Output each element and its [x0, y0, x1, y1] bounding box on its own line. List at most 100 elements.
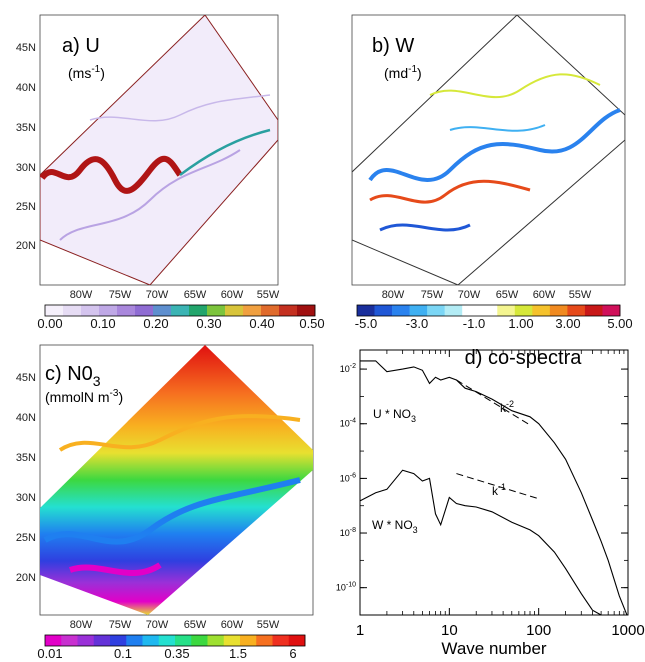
lon-tick: 60W — [221, 289, 244, 301]
colorbar-swatch — [63, 305, 82, 316]
colorbar-outline — [356, 304, 621, 317]
colorbar-swatch — [225, 305, 244, 316]
panel-c-domain — [40, 345, 313, 615]
lat-tick: 35N — [16, 452, 36, 464]
reference-line-k-1 — [456, 473, 539, 500]
colorbar-swatch — [126, 635, 143, 646]
colorbar-swatch — [272, 635, 290, 646]
lon-tick: 65W — [184, 619, 207, 631]
colorbar-a-labels: 0.00 0.10 0.20 0.30 0.40 0.50 — [37, 316, 324, 331]
panel-a-gulfstream — [40, 155, 183, 194]
colorbar-swatch — [142, 635, 160, 646]
panel-c-front — [43, 477, 301, 545]
lon-tick: 65W — [184, 289, 207, 301]
panel-a-eddies — [59, 149, 241, 241]
colorbar-swatch — [256, 635, 273, 646]
panel-c-front-3 — [69, 562, 162, 576]
y-tick-label: 10-10 — [336, 582, 356, 593]
lat-tick: 40N — [16, 412, 36, 424]
colorbar-swatch — [207, 635, 225, 646]
y-tick-label: 10-4 — [340, 418, 356, 429]
colorbar-a-label: 0.30 — [196, 316, 221, 331]
colorbar-swatch — [45, 305, 64, 316]
panel-c-lon-ticks: 80W 75W 70W 65W 60W 55W — [70, 619, 280, 631]
x-tick-label: 100 — [526, 622, 551, 639]
colorbar-a-label: 0.50 — [299, 316, 324, 331]
colorbar-swatch — [240, 635, 257, 646]
colorbar-swatch — [444, 305, 463, 316]
colorbar-c-label: 0.1 — [114, 646, 132, 661]
colorbar-c-label: 1.5 — [229, 646, 247, 661]
y-tick-label: 10-6 — [340, 472, 356, 483]
lon-tick: 55W — [569, 289, 592, 301]
colorbar-swatch — [77, 635, 95, 646]
colorbar-swatch — [223, 635, 241, 646]
lon-tick: 60W — [221, 619, 244, 631]
panel-a: a) U (ms-1) 45N 40N 35N 30N 25N 20N 80W … — [16, 14, 325, 331]
colorbar-a-label: 0.10 — [90, 316, 115, 331]
colorbar-a-label: 0.20 — [143, 316, 168, 331]
panel-c-front-2 — [58, 414, 301, 452]
colorbar-swatch — [357, 305, 375, 316]
colorbar-c-label: 6 — [289, 646, 296, 661]
colorbar-swatch — [374, 305, 393, 316]
panel-b-unit: (md-1) — [384, 64, 422, 81]
colorbar-swatch — [110, 635, 127, 646]
lat-tick: 35N — [16, 122, 36, 134]
panel-b-field-4 — [429, 73, 601, 99]
y-tick-label: 10-2 — [340, 363, 356, 374]
panel-d: 1 10 100 1000 10-2 10-4 10-6 10-8 10-10 d) co-sp… — [336, 347, 645, 658]
x-tick-label: 1000 — [611, 622, 644, 639]
lat-tick: 20N — [16, 240, 36, 252]
panel-b-field — [368, 108, 621, 182]
colorbar-swatch — [532, 305, 551, 316]
colorbar-swatch — [117, 305, 136, 316]
colorbar-swatch — [392, 305, 410, 316]
panel-d-ticks: 1 10 100 1000 10-2 10-4 10-6 10-8 10-10 — [336, 350, 645, 639]
colorbar-swatch — [158, 635, 176, 646]
panel-b-field-2 — [369, 179, 531, 204]
lon-tick: 70W — [146, 289, 169, 301]
lat-tick: 30N — [16, 162, 36, 174]
colorbar-a-label: 0.40 — [249, 316, 274, 331]
colorbar-swatch — [191, 635, 208, 646]
colorbar-swatch — [462, 305, 481, 316]
colorbar-a — [44, 304, 316, 317]
colorbar-outline — [44, 634, 306, 647]
panel-a-eddies-2 — [89, 94, 271, 122]
colorbar-swatch — [189, 305, 208, 316]
panel-a-lon-ticks: 80W 75W 70W 65W 60W 55W — [70, 289, 280, 301]
colorbar-swatch — [427, 305, 445, 316]
lon-tick: 75W — [109, 289, 132, 301]
lat-tick: 45N — [16, 372, 36, 384]
lat-tick: 25N — [16, 532, 36, 544]
lon-tick: 80W — [70, 619, 93, 631]
colorbar-b-label: 3.00 — [555, 316, 580, 331]
x-tick-label: 10 — [441, 622, 458, 639]
lon-tick: 80W — [70, 289, 93, 301]
panel-b-field-3 — [379, 223, 471, 232]
colorbar-swatch — [514, 305, 533, 316]
lon-tick: 75W — [109, 619, 132, 631]
colorbar-c-label: 0.35 — [164, 646, 189, 661]
colorbar-swatch — [279, 305, 298, 316]
panel-a-unit: (ms-1) — [68, 64, 105, 81]
colorbar-swatch — [297, 305, 316, 316]
colorbar-swatch — [153, 305, 172, 316]
lat-tick: 20N — [16, 572, 36, 584]
colorbar-swatch — [81, 305, 100, 316]
panel-b-title: b) W — [372, 35, 414, 57]
panel-d-frame — [359, 349, 629, 616]
colorbar-swatch — [584, 305, 603, 316]
colorbar-swatch — [288, 635, 306, 646]
lon-tick: 75W — [421, 289, 444, 301]
panel-c-title: c) N03 — [45, 363, 101, 389]
colorbar-c-labels: 0.01 0.1 0.35 1.5 6 — [37, 646, 296, 661]
colorbar-swatch — [409, 305, 428, 316]
lon-tick: 70W — [458, 289, 481, 301]
lon-tick: 80W — [382, 289, 405, 301]
colorbar-b-label: -5.0 — [355, 316, 377, 331]
panel-b-domain — [352, 15, 625, 285]
series-label-w: W * NO3 — [372, 518, 418, 535]
